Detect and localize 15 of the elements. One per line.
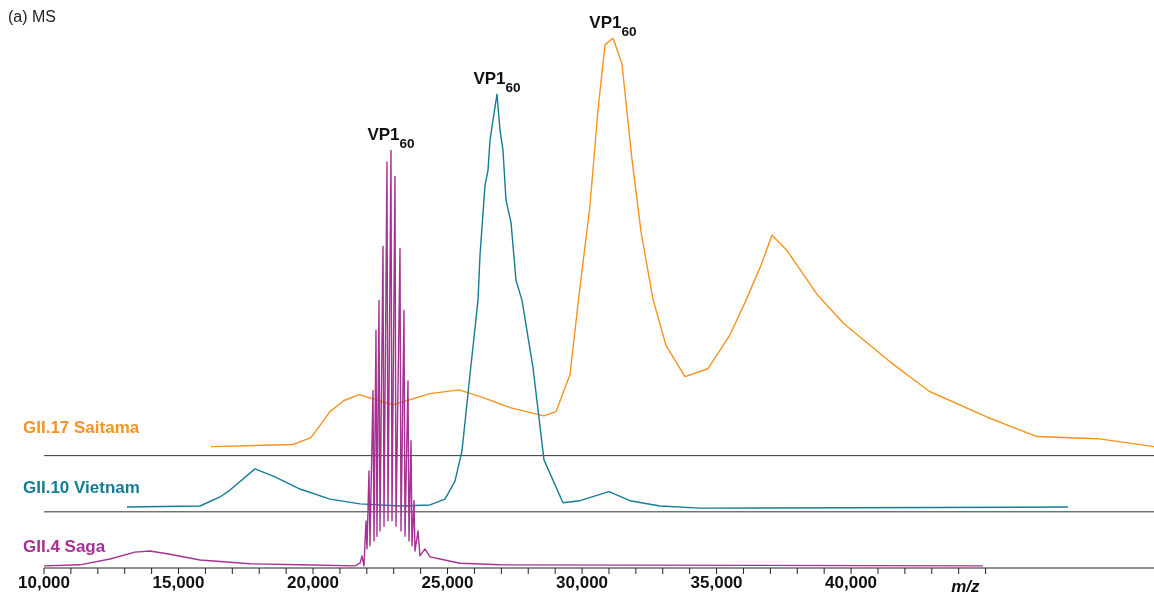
series-label: GII.4 Saga (23, 536, 106, 556)
text: GII.17 Saitama (23, 417, 140, 437)
x-tick-label: 20,000 (287, 573, 340, 593)
x-axis-title: m/z (951, 577, 980, 596)
annotation: VP1$_{60}$ (473, 69, 521, 95)
x-tick-label: 35,000 (690, 573, 743, 593)
series-label: GII.10 Vietnam (23, 478, 140, 498)
x-tick-label: 30,000 (556, 573, 609, 593)
x-tick-label: 15,000 (152, 573, 205, 593)
x-tick-label: 40,000 (825, 573, 878, 593)
x-tick-label: 25,000 (421, 573, 474, 593)
chart-title: (a) MS (8, 8, 56, 26)
x-tick-label: 10,000 (18, 573, 70, 593)
annotation: VP1$_{60}$ (589, 13, 637, 39)
annotation: VP1$_{60}$ (367, 125, 415, 151)
